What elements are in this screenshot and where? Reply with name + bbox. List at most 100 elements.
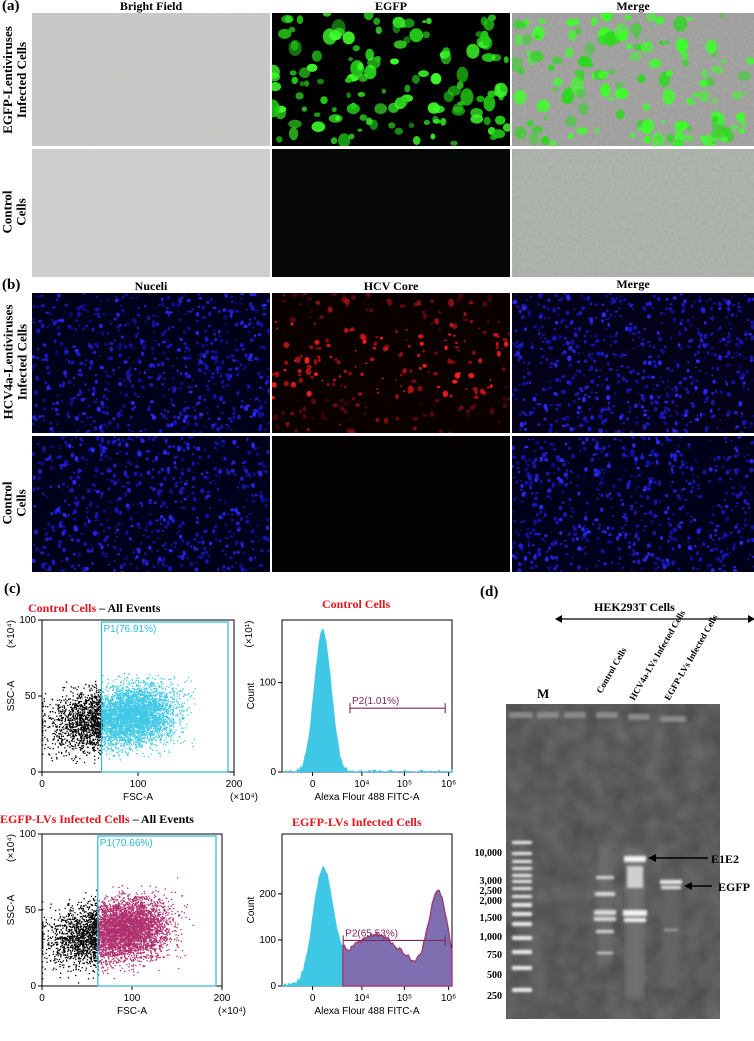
x-axis-label: FSC-A (117, 1006, 147, 1017)
merge-control-image (512, 149, 754, 277)
gate-label: P2(1.01%) (352, 696, 399, 707)
panel-b-letter: (b) (2, 277, 21, 293)
row-label-hcv-infected: HCV4a-Lentiviruses Infected Cells (0, 304, 29, 420)
ladder-label: 500 (487, 970, 502, 981)
ladder-label: 1,000 (479, 932, 503, 943)
hek-double-arrow (555, 615, 754, 623)
flow-title-2: Control Cells (322, 597, 391, 611)
nuclei-infected-image (32, 293, 270, 433)
nuclei-control-image (32, 436, 270, 572)
y-unit-label: (×10⁴) (6, 834, 17, 862)
histogram-area (282, 628, 453, 773)
x-tick-label: 10⁶ (441, 993, 456, 1004)
row-label-egfp-infected: EGFP-Lentiviruses Infected Cells (0, 25, 30, 134)
panel-a-letter: (a) (2, 0, 20, 14)
gate-label: P1(76.91%) (104, 624, 157, 635)
ladder-band (512, 922, 532, 926)
ladder-band (512, 936, 532, 940)
x-tick-label: 0 (310, 779, 316, 790)
y-tick-label: 0 (270, 981, 276, 992)
scatter-egfp: 0 100 200 0 50 100 FSC-A SSC-A (×10⁴) (×10⁴) P1(70… (6, 829, 246, 1017)
gate-label: P1(70.66%) (100, 838, 153, 849)
x-tick-label: 0 (39, 993, 45, 1004)
hcv-core-infected-image (272, 293, 510, 433)
row-label-control-a: Control Cells (0, 190, 30, 234)
ladder-label: 750 (487, 950, 502, 961)
ladder-band (512, 874, 532, 877)
hcv-core-control-image (272, 436, 510, 572)
x-tick-label: 10⁵ (397, 993, 412, 1004)
y-tick-label: 0 (270, 767, 276, 778)
x-tick-label: 200 (226, 779, 243, 790)
gate-p1 (100, 621, 229, 773)
col-title-merge-b: Merge (616, 277, 650, 291)
x-tick-label: 100 (124, 993, 141, 1004)
merge-hcv-infected-image (512, 293, 754, 433)
y-tick-label: 100 (259, 678, 276, 689)
x-tick-label: 10⁵ (397, 779, 412, 790)
ladder-label: 2,000 (479, 896, 503, 907)
x-unit-label: (×10⁴) (218, 1006, 246, 1017)
ladder-label: 250 (487, 991, 502, 1002)
gel-image (506, 704, 720, 1019)
x-tick-label: 10⁶ (441, 779, 456, 790)
y-tick-label: 50 (25, 691, 37, 702)
ladder-band (512, 966, 532, 970)
y-tick-label: 100 (259, 935, 276, 946)
hek-header: HEK293T Cells (594, 600, 675, 614)
ladder-band (512, 867, 532, 870)
x-tick-label: 10⁴ (354, 779, 369, 790)
ladder-band (512, 903, 532, 907)
x-axis-label: Alexa Flour 488 FITC-A (314, 1006, 419, 1017)
flow-title-1: Control Cells – All Events (28, 601, 161, 615)
gate-label: P2(65.53%) (345, 928, 398, 939)
ladder-label: 2,500 (479, 886, 503, 897)
panel-d-letter: (d) (480, 584, 499, 600)
scatter-control: 0 100 200 0 50 100 FSC-A SSC-A (×10⁴) (×10⁴) P1(76… (6, 615, 258, 803)
histogram-egfp: 0 10⁴ 10⁵ 10⁶ 0 100 200 Alexa Flour 488 FITC-A C… (246, 833, 456, 1017)
panel-c-letter: (c) (4, 581, 21, 597)
lane-label-control: Control Cells (594, 645, 629, 695)
egfp-arrow (684, 882, 712, 890)
y-tick-label: 100 (19, 615, 36, 626)
ladder-band (512, 988, 532, 992)
y-axis-label: SSC-A (6, 680, 17, 711)
e1e2-label: E1E2 (711, 852, 740, 866)
gate-p1 (97, 835, 217, 987)
merge-infected-image (512, 13, 754, 146)
x-tick-label: 0 (310, 993, 316, 1004)
ladder-label: 10,000 (474, 848, 503, 859)
y-tick-label: 50 (25, 905, 37, 916)
ladder-band (512, 950, 532, 954)
col-title-merge: Merge (616, 0, 650, 13)
ladder-band (512, 841, 532, 844)
ladder-band (512, 860, 532, 863)
ladder-band (512, 887, 532, 890)
flow-title-3: EGFP-LVs Infected Cells – All Events (0, 812, 194, 826)
y-tick-label: 0 (30, 981, 36, 992)
egfp-infected-image (272, 13, 510, 146)
plot-frame (41, 619, 235, 773)
x-tick-label: 0 (39, 779, 45, 790)
flow-cytometry-svg: 0 100 200 0 50 100 FSC-A SSC-A (×10⁴) (×10⁴) P1(76… (6, 615, 456, 1017)
y-unit-label: (×10¹) (244, 621, 255, 648)
y-tick-label: 100 (19, 829, 36, 840)
y-unit-label: (×10⁴) (6, 620, 17, 648)
col-title-hcv-core: HCV Core (363, 279, 419, 293)
brightfield-control-image (32, 149, 270, 277)
scatter-points (42, 877, 194, 984)
merge-hcv-control-image (512, 436, 754, 572)
ladder-band (512, 880, 532, 883)
egfp-control-image (272, 149, 510, 277)
y-axis-label: Count (246, 682, 257, 709)
col-title-bright-field: Bright Field (119, 0, 183, 13)
brightfield-infected-image (32, 13, 270, 146)
ladder-band (512, 895, 532, 898)
flow-title-4: EGFP-LVs Infected Cells (292, 815, 422, 829)
x-tick-label: 200 (214, 993, 231, 1004)
ladder-label: 3,000 (479, 876, 503, 887)
scatter-points (42, 673, 196, 765)
row-label-control-b: Control Cells (0, 481, 30, 525)
histogram-control: 0 10⁴ 10⁵ 10⁶ 0 100 Alexa Flour 488 FITC-A Coun… (244, 619, 456, 803)
ladder-band (512, 912, 532, 916)
